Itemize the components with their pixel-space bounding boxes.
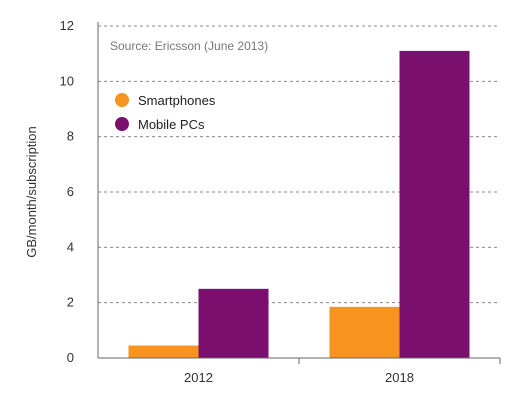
axes <box>97 22 501 364</box>
y-tick-label: 10 <box>60 73 74 88</box>
gridlines <box>98 25 500 304</box>
y-tick-label: 2 <box>67 295 74 310</box>
y-tick-label: 4 <box>67 239 74 254</box>
x-tick-labels: 2012 2018 <box>184 370 414 385</box>
y-axis-title: GB/month/subscription <box>24 126 39 258</box>
y-tick-label: 0 <box>67 350 74 365</box>
bar-mobile-pcs-2012 <box>198 288 269 358</box>
y-tick-label: 12 <box>60 18 74 33</box>
y-tick-labels: 0 2 4 6 8 10 12 <box>60 18 74 365</box>
legend-swatch-mobile-pcs <box>115 117 129 131</box>
x-tick-label: 2018 <box>385 370 414 385</box>
y-tick-label: 6 <box>67 184 74 199</box>
x-tick-label: 2012 <box>184 370 213 385</box>
legend-label: Mobile PCs <box>138 117 205 132</box>
bar-smartphones-2018 <box>329 306 400 358</box>
bar-mobile-pcs-2018 <box>399 50 470 359</box>
bar-smartphones-2012 <box>128 345 199 358</box>
legend-swatch-smartphones <box>115 93 129 107</box>
legend: Smartphones Mobile PCs <box>115 93 216 132</box>
y-tick-label: 8 <box>67 129 74 144</box>
bars <box>128 50 470 359</box>
legend-label: Smartphones <box>138 93 216 108</box>
source-note: Source: Ericsson (June 2013) <box>110 39 268 53</box>
